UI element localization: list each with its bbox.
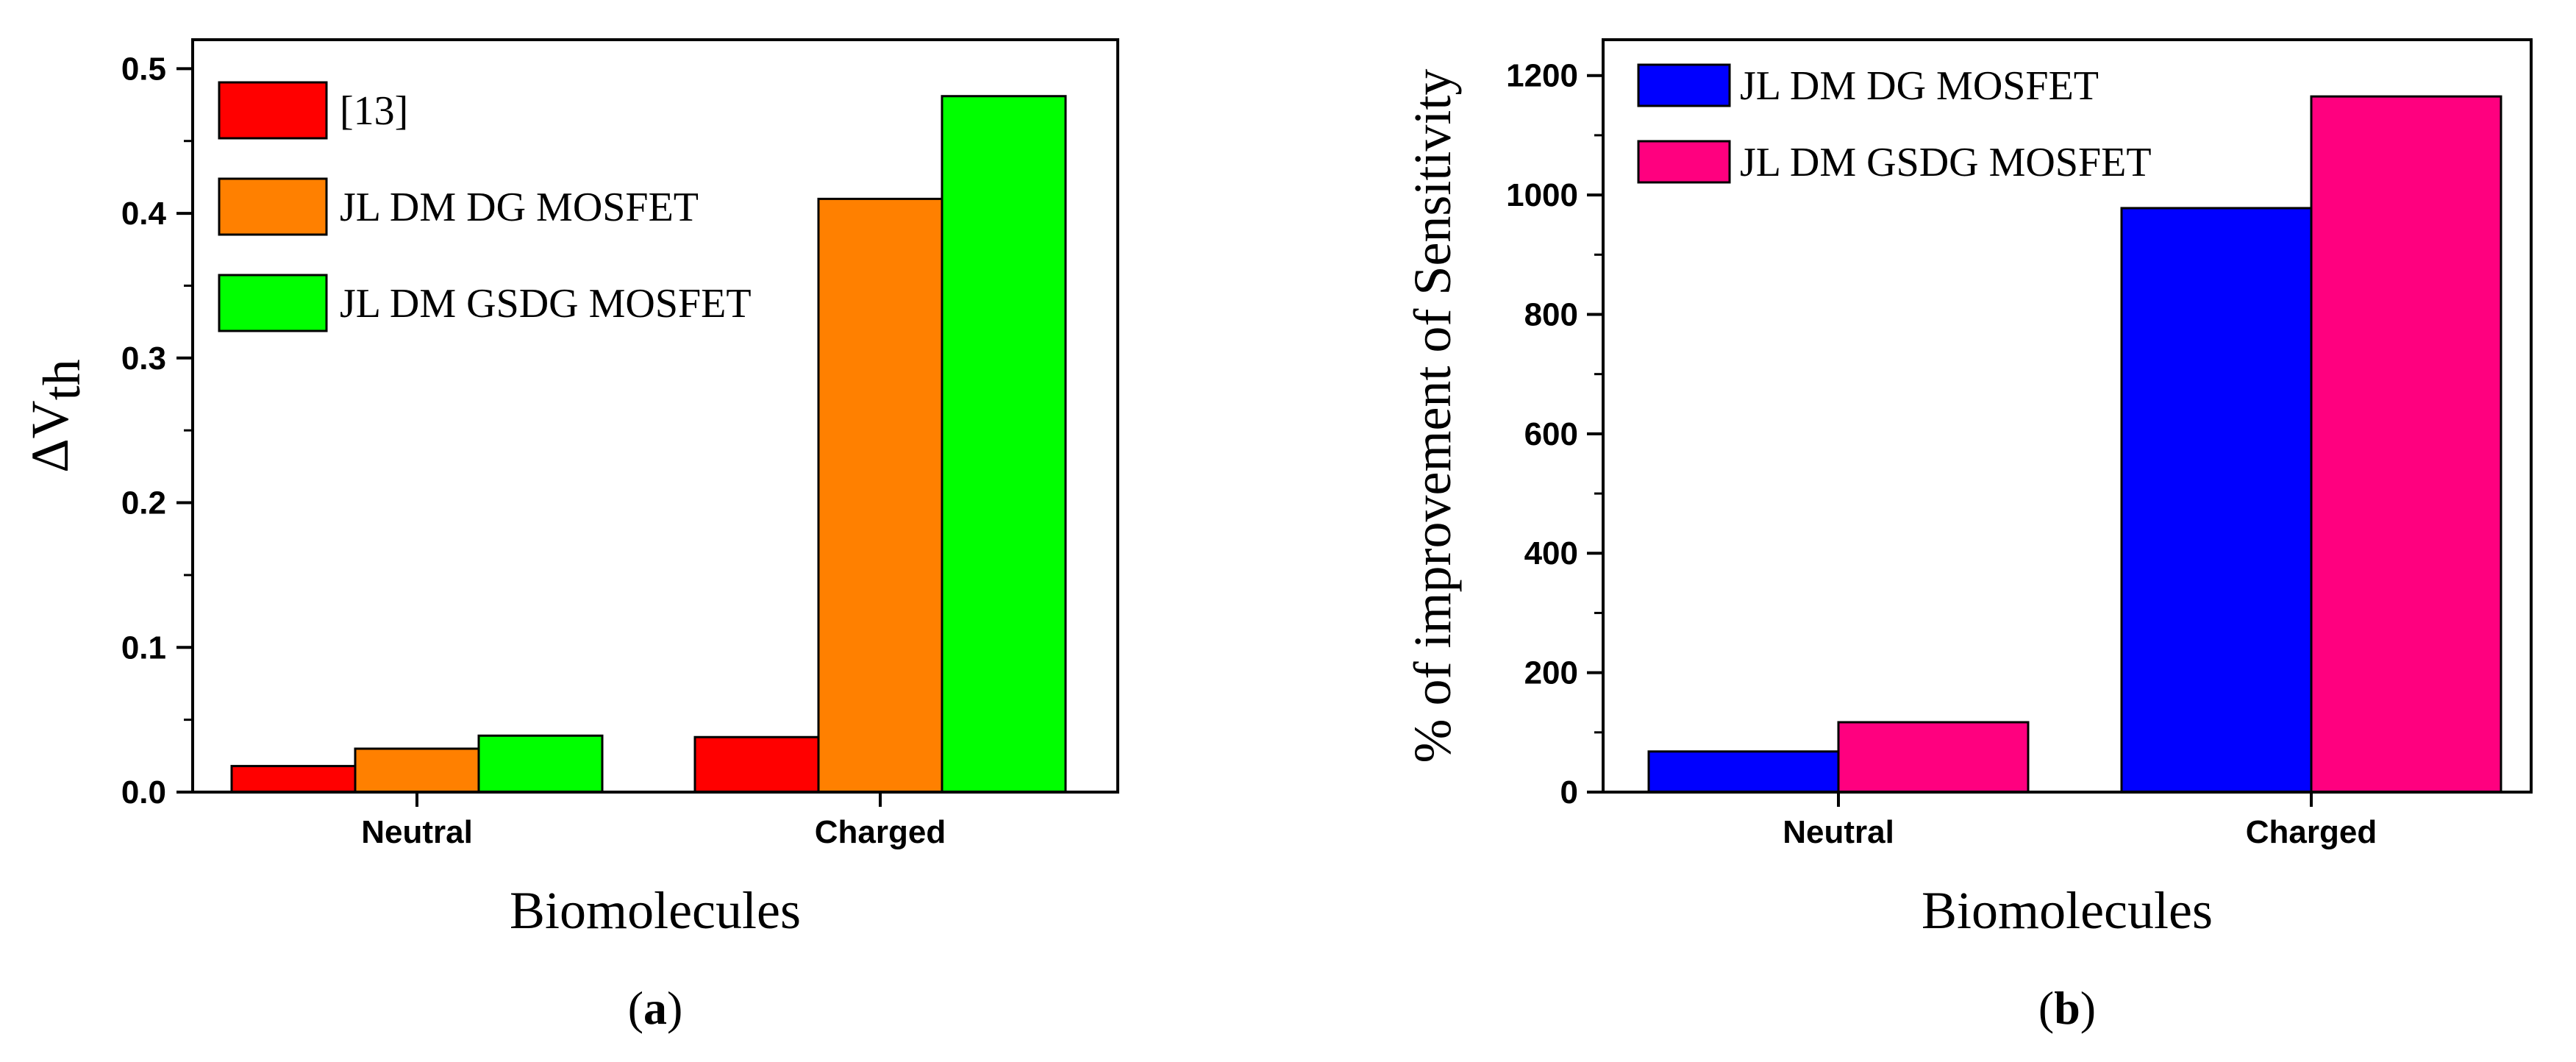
panel-label-open-paren: ( xyxy=(2038,982,2054,1034)
legend-label-0: [13] xyxy=(340,88,408,134)
bar-neutral-series-0 xyxy=(1647,750,1840,794)
y-axis-title: ΔVth xyxy=(21,359,91,472)
panel-label: (b) xyxy=(2038,982,2096,1034)
y-tick-label: 600 xyxy=(1524,416,1578,452)
legend-swatch-2 xyxy=(218,274,328,332)
bar-charged-series-0 xyxy=(2120,207,2313,794)
x-axis-title: Biomolecules xyxy=(510,881,801,940)
bar-charged-series-1 xyxy=(2310,95,2502,794)
panel-label-close-paren: ) xyxy=(667,982,682,1034)
bar-neutral-series-0 xyxy=(230,765,357,794)
y-tick-label: 0.0 xyxy=(121,774,166,810)
x-axis-title: Biomolecules xyxy=(1922,881,2213,940)
bar-charged-series-1 xyxy=(817,197,943,794)
y-tick-label: 0.2 xyxy=(121,485,166,521)
legend-label-2: JL DM GSDG MOSFET xyxy=(340,281,752,327)
chart-panel-b: 0 200 400 600 800 1000 1200 Neutral Charged Biomo… xyxy=(1403,38,2533,1034)
x-category-label-neutral: Neutral xyxy=(1783,814,1894,850)
y-tick-label: 1000 xyxy=(1506,177,1578,213)
y-tick-label: 0.3 xyxy=(121,341,166,377)
y-axis-title: % of improvement of Sensitivity xyxy=(1403,69,1462,763)
y-tick-label: 400 xyxy=(1524,535,1578,571)
panel-label-open-paren: ( xyxy=(628,982,643,1034)
panel-label: (a) xyxy=(628,982,683,1034)
y-tick-label: 0.5 xyxy=(121,51,166,87)
plot-frame xyxy=(191,38,1119,794)
y-tick-label: 0.1 xyxy=(121,630,166,666)
y-axis-title-subscript: th xyxy=(32,359,91,400)
legend-swatch-1 xyxy=(1637,140,1731,184)
panel-label-letter: a xyxy=(643,982,667,1034)
legend-label-1: JL DM GSDG MOSFET xyxy=(1740,140,2152,185)
chart-panel-a: 0.0 0.1 0.2 0.3 0.4 0.5 Neutral Charged Biomolec… xyxy=(21,38,1119,1034)
y-tick-label: 0.4 xyxy=(121,196,167,232)
y-tick-label: 800 xyxy=(1524,296,1578,332)
x-category-label-neutral: Neutral xyxy=(361,814,473,850)
legend-swatch-1 xyxy=(218,177,328,236)
bar-charged-series-0 xyxy=(693,735,820,794)
bar-neutral-series-1 xyxy=(354,747,480,794)
legend-label-1: JL DM DG MOSFET xyxy=(340,185,699,230)
panel-label-letter: b xyxy=(2054,982,2080,1034)
bar-neutral-series-2 xyxy=(477,734,604,794)
y-tick-label: 200 xyxy=(1524,655,1578,691)
legend-label-0: JL DM DG MOSFET xyxy=(1740,63,2099,109)
y-axis-title-main: ΔV xyxy=(21,400,79,472)
legend-swatch-0 xyxy=(218,81,328,140)
bar-charged-series-2 xyxy=(941,95,1067,794)
x-category-label-charged: Charged xyxy=(815,814,946,850)
plot-frame xyxy=(1602,38,2533,794)
y-tick-label: 1200 xyxy=(1506,58,1578,94)
bar-neutral-series-1 xyxy=(1837,721,2030,794)
y-tick-label: 0 xyxy=(1560,774,1578,810)
legend-swatch-0 xyxy=(1637,63,1731,107)
panel-label-close-paren: ) xyxy=(2080,982,2096,1034)
x-category-label-charged: Charged xyxy=(2246,814,2377,850)
